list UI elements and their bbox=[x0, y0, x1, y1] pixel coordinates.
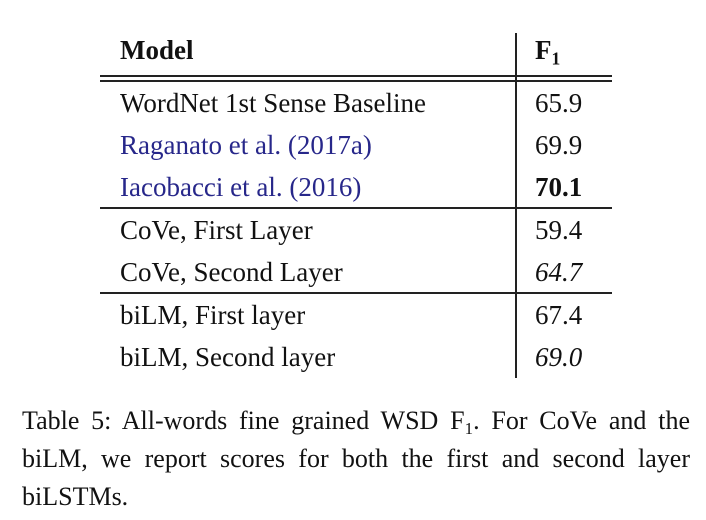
results-table: Model F1 WordNet 1st Sense Baseline 65.9 R… bbox=[100, 29, 612, 378]
model-name: biLM, Second layer bbox=[120, 342, 336, 372]
caption-subscript: 1 bbox=[464, 419, 474, 439]
model-name: CoVe, Second Layer bbox=[120, 257, 343, 287]
score: 70.1 bbox=[535, 172, 583, 202]
group-rule bbox=[100, 292, 612, 294]
header-rule bbox=[100, 80, 612, 82]
caption: Table 5: All-words fine grained WSD F1. … bbox=[22, 402, 690, 516]
score: 67.4 bbox=[535, 300, 583, 330]
score: 64.7 bbox=[535, 257, 583, 287]
model-name: CoVe, First Layer bbox=[120, 215, 313, 245]
score: 69.9 bbox=[535, 130, 583, 160]
caption-text: Table 5: All-words fine grained WSD F bbox=[22, 406, 465, 435]
model-name: Iacobacci et al. (2016) bbox=[120, 172, 362, 202]
header-metric: F1 bbox=[535, 29, 560, 71]
metric-subscript: 1 bbox=[551, 48, 561, 69]
model-name: WordNet 1st Sense Baseline bbox=[120, 88, 427, 118]
metric-name: F bbox=[535, 35, 552, 65]
header-rule bbox=[100, 75, 612, 77]
model-name: biLM, First layer bbox=[120, 300, 306, 330]
score: 59.4 bbox=[535, 215, 583, 245]
score: 69.0 bbox=[535, 342, 583, 372]
score: 65.9 bbox=[535, 88, 583, 118]
model-name: Raganato et al. (2017a) bbox=[120, 130, 372, 160]
group-rule bbox=[100, 207, 612, 209]
column-rule bbox=[515, 33, 517, 378]
caption-text: . For CoVe and the biLM, we report score… bbox=[22, 406, 690, 511]
header-model: Model bbox=[120, 35, 194, 65]
